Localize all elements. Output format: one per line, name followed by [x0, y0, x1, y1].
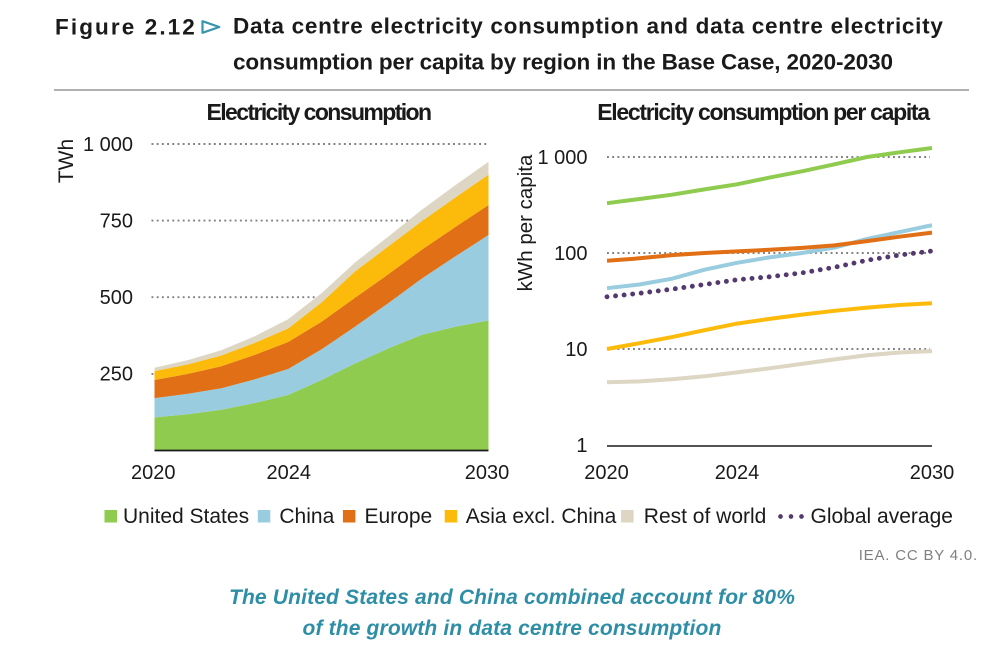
svg-text:2020: 2020 [131, 462, 176, 484]
svg-text:750: 750 [100, 211, 133, 233]
svg-text:Global average: Global average [811, 505, 953, 528]
svg-text:Figure 2.12: Figure 2.12 [55, 15, 197, 40]
svg-text:Europe: Europe [365, 505, 433, 528]
svg-text:1: 1 [576, 435, 587, 457]
svg-text:1 000: 1 000 [83, 134, 133, 156]
svg-text:10: 10 [565, 339, 587, 361]
svg-text:2020: 2020 [584, 462, 629, 484]
svg-text:consumption per capita by regi: consumption per capita by region in the … [233, 50, 893, 75]
svg-text:Asia excl. China: Asia excl. China [466, 505, 617, 528]
svg-text:Rest of world: Rest of world [644, 505, 767, 528]
svg-text:TWh: TWh [55, 139, 78, 183]
svg-text:kWh per capita: kWh per capita [514, 154, 537, 291]
svg-text:Electricity consumption: Electricity consumption [207, 99, 431, 125]
svg-text:2024: 2024 [267, 462, 312, 484]
svg-text:100: 100 [554, 243, 587, 265]
svg-text:500: 500 [100, 287, 133, 309]
svg-text:IEA. CC BY 4.0.: IEA. CC BY 4.0. [859, 547, 978, 564]
svg-text:of the growth in data centre c: of the growth in data centre consumption [302, 617, 721, 640]
svg-text:2030: 2030 [465, 462, 510, 484]
svg-text:2030: 2030 [910, 462, 955, 484]
svg-text:United States: United States [123, 505, 249, 528]
svg-text:Data centre electricity consum: Data centre electricity consumption and … [233, 14, 944, 39]
svg-text:2024: 2024 [715, 462, 760, 484]
svg-text:Electricity consumption per ca: Electricity consumption per capita [597, 99, 930, 125]
svg-text:China: China [279, 505, 334, 528]
svg-text:1 000: 1 000 [537, 147, 587, 169]
svg-text:The United States and China co: The United States and China combined acc… [229, 586, 795, 609]
svg-text:250: 250 [100, 364, 133, 386]
